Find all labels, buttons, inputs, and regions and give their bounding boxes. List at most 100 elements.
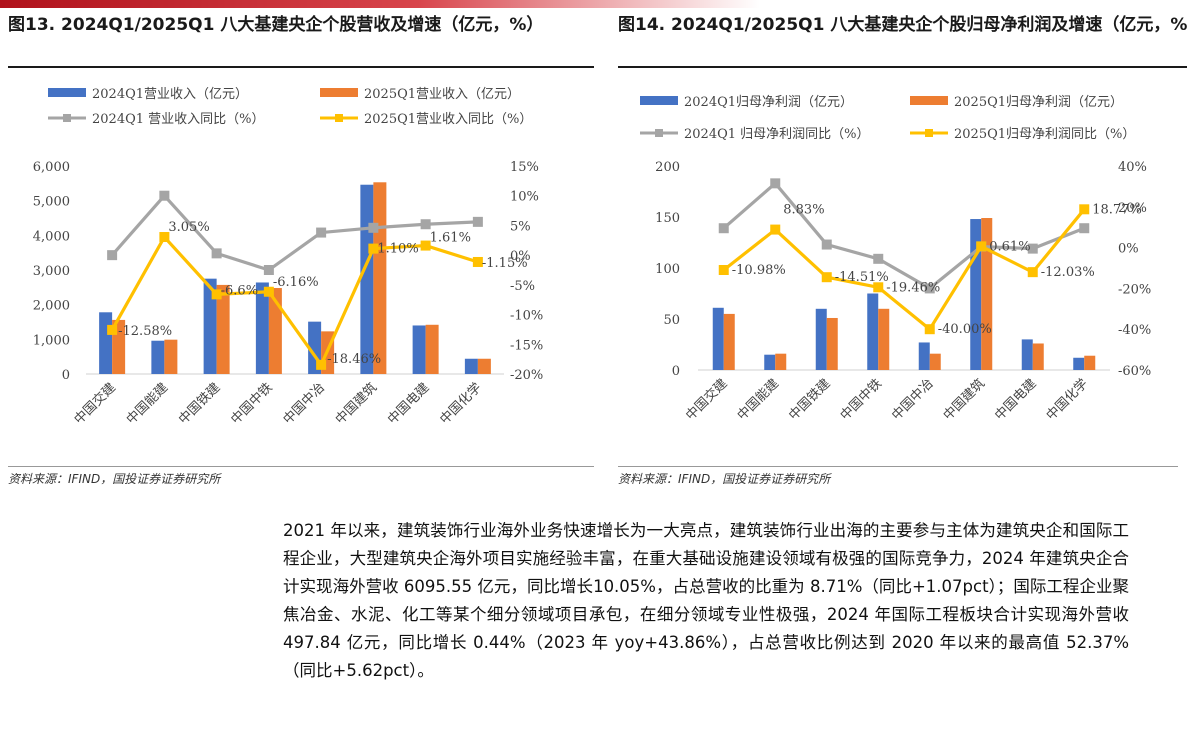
data-label: -40.00% [938,322,992,337]
paragraph-text: 2021 年以来，建筑装饰行业海外业务快速增长为一大亮点，建筑装饰行业出海的主要… [283,521,1129,680]
bar-2025q1 [477,358,491,374]
bar-2024q1 [867,293,879,370]
chart-title: 图13. 2024Q1/2025Q1 八大基建央企个股营收及增速（亿元，%） [8,12,594,68]
legend-label: 2024Q1 归母净利润同比（%） [684,127,870,142]
x-category-label: 中国交建 [71,380,119,428]
legend-label: 2025Q1营业收入同比（%） [364,112,532,127]
marker-2025q1-yoy [924,324,935,335]
x-category-label: 中国铁建 [786,376,833,423]
data-label: -12.58% [118,324,172,339]
bar-2025q1 [1084,355,1096,370]
data-label: -6.6% [221,283,258,298]
bar-2025q1 [878,308,890,370]
marker-2024q1-yoy [107,250,118,261]
bar-2025q1 [373,182,387,374]
bar-2024q1 [764,354,776,370]
marker-2024q1-yoy [1079,223,1090,234]
marker-2025q1-yoy [1079,204,1090,215]
marker-2024q1-yoy [368,222,379,233]
bar-2024q1 [151,340,165,374]
legend-label: 2024Q1 营业收入同比（%） [92,112,265,127]
y-left-tick-label: 200 [655,160,680,175]
data-label: 1.10% [377,242,418,257]
chart-panel-revenue: 图13. 2024Q1/2025Q1 八大基建央企个股营收及增速（亿元，%） 2… [8,12,594,466]
marker-2025q1-yoy [821,272,832,283]
bar-2025q1 [1032,343,1044,370]
data-label: 8.83% [783,203,824,218]
legend-marker [925,129,933,137]
marker-2024q1-yoy [718,223,729,234]
bar-2025q1 [826,317,838,370]
x-category-label: 中国电建 [385,380,432,427]
body-paragraph: 2021 年以来，建筑装饰行业海外业务快速增长为一大亮点，建筑装饰行业出海的主要… [283,517,1129,685]
marker-2025q1-yoy [107,324,118,335]
bar-2024q1 [412,325,426,374]
legend-label: 2024Q1营业收入（亿元） [92,87,248,102]
data-label: -10.98% [732,263,786,278]
bar-2025q1 [929,353,941,370]
marker-2024q1-yoy [770,178,781,189]
y-left-tick-label: 5,000 [33,195,70,210]
marker-2024q1-yoy [924,283,935,294]
bar-2025q1 [268,288,282,374]
marker-2024q1-yoy [159,190,170,201]
marker-2024q1-yoy [472,216,483,227]
marker-2024q1-yoy [316,227,327,238]
bar-2024q1 [1073,357,1085,370]
legend-swatch [640,96,678,105]
y-left-tick-label: 3,000 [33,264,70,279]
marker-2025q1-yoy [770,224,781,235]
net-profit-chart: 2024Q1归母净利润（亿元） 2025Q1归母净利润（亿元） 2024Q1 归母净… [640,95,1151,424]
chart-panel-net-profit: 图14. 2024Q1/2025Q1 八大基建央企个股归母净利润及增速（亿元，%… [618,12,1187,466]
line-2024q1-yoy [110,194,478,272]
y-right-tick-label: 5% [510,219,531,234]
bar-2024q1 [1021,339,1033,370]
x-category-label: 中国化学 [1043,376,1091,424]
bar-2024q1 [255,282,269,374]
bar-2024q1 [99,312,113,374]
marker-2025q1-yoy [263,286,274,297]
marker-2024q1-yoy [211,248,222,259]
x-category-label: 中国中冶 [281,380,328,427]
marker-2025q1-yoy [873,282,884,293]
bar-2025q1 [216,284,230,374]
bar-2025q1 [775,353,787,370]
y-left-tick-label: 1,000 [33,333,70,348]
x-category-label: 中国铁建 [176,380,223,427]
legend-marker [335,114,343,122]
marker-2025q1-yoy [368,243,379,254]
bar-2025q1 [981,218,993,370]
data-label: 3.05% [168,220,209,235]
legend-swatch [48,88,86,97]
marker-2025q1-yoy [718,264,729,275]
data-label: -18.46% [327,352,381,367]
marker-2024q1-yoy [821,239,832,250]
marker-2025q1-yoy [472,256,483,267]
y-left-tick-label: 50 [663,313,680,328]
x-category-label: 中国中冶 [889,376,936,423]
y-right-tick-label: 0% [510,249,531,264]
legend-label: 2025Q1归母净利润（亿元） [954,95,1123,110]
y-right-tick-label: -20% [510,368,543,383]
x-category-label: 中国建筑 [332,380,380,428]
source-divider [618,466,1178,467]
data-label: -19.46% [886,280,940,295]
x-category-label: 中国能建 [735,376,782,423]
y-right-tick-label: -10% [510,309,543,324]
header-accent-bar [0,0,760,8]
x-category-label: 中国中铁 [838,376,885,423]
marker-2025q1-yoy [1027,267,1038,278]
marker-2025q1-yoy [159,232,170,243]
x-category-label: 中国中铁 [228,380,275,427]
y-right-tick-label: -60% [1118,364,1151,379]
data-label: 18.77% [1092,202,1142,217]
bar-2025q1 [723,313,735,370]
marker-2025q1-yoy [976,241,987,252]
y-right-tick-label: 15% [510,160,539,175]
marker-2025q1-yoy [211,289,222,300]
bar-2024q1 [815,308,827,370]
legend-label: 2025Q1营业收入（亿元） [364,87,520,102]
bar-2024q1 [712,307,724,370]
y-right-tick-label: -15% [510,338,543,353]
y-right-tick-label: -40% [1118,323,1151,338]
